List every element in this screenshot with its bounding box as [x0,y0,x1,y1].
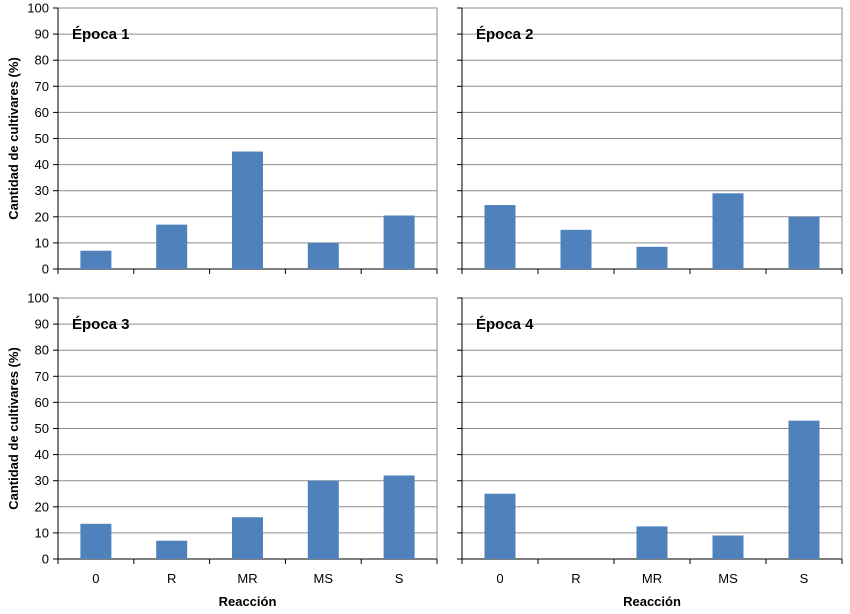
x-tick-label: 0 [92,571,99,586]
y-tick-label: 90 [35,27,49,42]
x-tick-label: 0 [496,571,503,586]
y-axis-title: Cantidad de cultivares (%) [6,347,21,510]
x-tick-label: R [571,571,580,586]
y-tick-label: 0 [42,552,49,567]
bar [484,493,516,559]
y-tick-label: 70 [35,79,49,94]
panel-title: Época 2 [476,26,534,43]
y-tick-label: 0 [42,262,49,277]
bar [788,420,820,559]
y-tick-label: 10 [35,525,49,540]
bar [156,540,188,559]
y-tick-label: 80 [35,343,49,358]
bar [80,250,112,269]
x-tick-label: MR [642,571,662,586]
y-tick-label: 100 [27,1,49,16]
x-tick-label: MS [718,571,738,586]
bar [156,224,188,269]
bar [232,517,263,559]
bar [80,523,112,559]
bar [307,242,339,269]
bar [484,205,516,269]
x-tick-label: MS [314,571,334,586]
bar [560,229,592,269]
panel-title: Época 3 [72,316,130,333]
x-tick-label: S [395,571,404,586]
y-tick-label: 60 [35,105,49,120]
y-tick-label: 60 [35,395,49,410]
bar [383,475,415,559]
x-axis-title: Reacción [623,594,681,609]
bar [636,246,668,269]
panel-title: Época 1 [72,26,130,43]
y-tick-label: 100 [27,291,49,306]
bar [788,216,820,269]
y-tick-label: 10 [35,235,49,250]
panel-title: Época 4 [476,316,534,333]
bar [232,151,263,269]
bar [712,193,744,269]
y-tick-label: 40 [35,157,49,172]
y-tick-label: 40 [35,447,49,462]
x-tick-label: R [167,571,176,586]
bar [636,526,668,559]
y-tick-label: 70 [35,369,49,384]
y-tick-label: 80 [35,53,49,68]
bar [383,215,415,269]
x-tick-label: MR [237,571,257,586]
y-axis-title: Cantidad de cultivares (%) [6,57,21,220]
y-tick-label: 20 [35,499,49,514]
x-axis-title: Reacción [219,594,277,609]
bar [307,480,339,559]
y-tick-label: 50 [35,131,49,146]
bar [712,535,744,559]
y-tick-label: 90 [35,317,49,332]
x-tick-label: S [800,571,809,586]
y-tick-label: 20 [35,209,49,224]
y-tick-label: 50 [35,421,49,436]
y-tick-label: 30 [35,473,49,488]
y-tick-label: 30 [35,183,49,198]
